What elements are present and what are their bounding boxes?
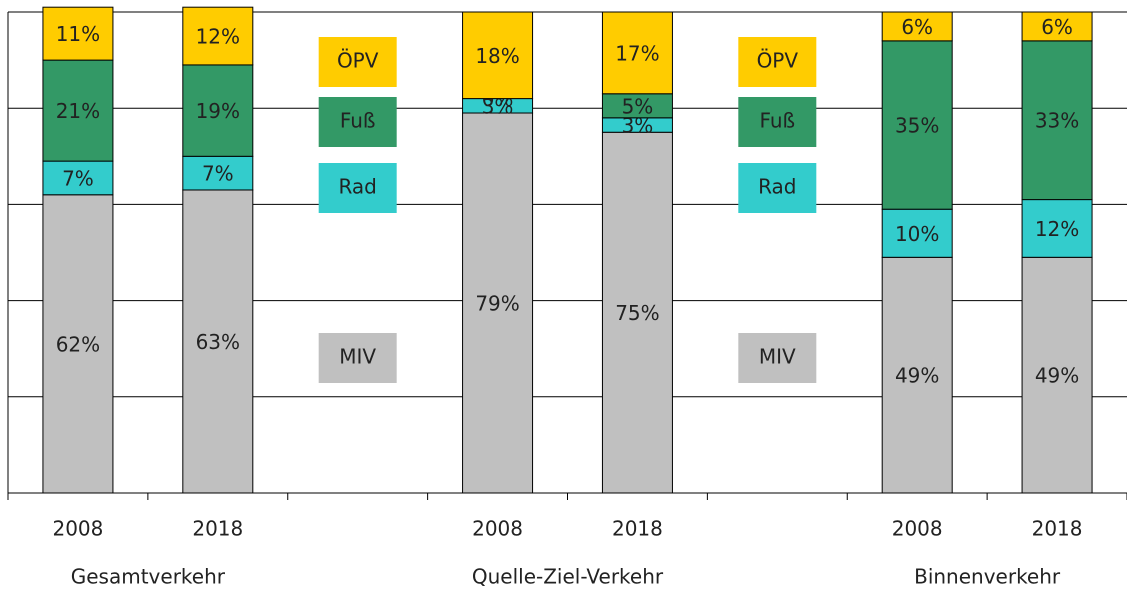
data-label: 6% (1041, 15, 1073, 39)
data-label: 6% (901, 15, 933, 39)
bar-segment (601, 11, 673, 95)
bar-segment (1021, 40, 1093, 201)
data-label: 19% (196, 99, 240, 123)
bar-segment (42, 194, 114, 494)
legend-label: Fuß (340, 109, 376, 133)
data-label: 75% (615, 301, 659, 325)
bar-segment (462, 112, 534, 494)
data-label: 10% (895, 222, 939, 246)
legend-label: MIV (759, 345, 796, 369)
legend-swatch (738, 97, 817, 147)
data-label: 12% (1035, 217, 1079, 241)
legend-label: Fuß (759, 109, 795, 133)
x-tick-label: 2018 (612, 517, 663, 541)
legend-label: MIV (339, 345, 376, 369)
bar-segment (182, 189, 254, 494)
x-tick-label: 2018 (1032, 517, 1083, 541)
legend-swatch (318, 163, 397, 213)
x-tick-label: 2018 (192, 517, 243, 541)
data-label: 49% (1035, 364, 1079, 388)
data-label: 11% (56, 22, 100, 46)
data-label: 17% (615, 41, 659, 65)
group-label: Binnenverkehr (914, 565, 1061, 589)
group-label: Gesamtverkehr (71, 565, 226, 589)
bar-segment (182, 6, 254, 66)
data-label: 12% (196, 25, 240, 49)
data-label: 63% (196, 330, 240, 354)
legend-swatch (738, 37, 817, 87)
x-tick-label: 2008 (892, 517, 943, 541)
bar-segment (881, 40, 953, 210)
legend-label: ÖPV (337, 49, 379, 73)
bar-segment (462, 11, 534, 100)
bar-segment (42, 59, 114, 162)
legend-label: ÖPV (757, 49, 799, 73)
legend-swatch (738, 333, 817, 383)
bar-segment (42, 160, 114, 196)
legend-label: Rad (758, 175, 796, 199)
data-label: 7% (62, 166, 94, 190)
data-label: 35% (895, 114, 939, 138)
group-label: Quelle-Ziel-Verkehr (472, 565, 664, 589)
data-label: 49% (895, 364, 939, 388)
bar-segment (1021, 11, 1093, 42)
data-label: 7% (202, 162, 234, 186)
legend-swatch (318, 37, 397, 87)
legend-swatch (318, 333, 397, 383)
bar-segment (881, 11, 953, 42)
bar-segment (881, 208, 953, 258)
legend-swatch (318, 97, 397, 147)
bar-segment (1021, 199, 1093, 258)
data-label: 33% (1035, 109, 1079, 133)
data-label: 18% (475, 44, 519, 68)
bar-segment (881, 256, 953, 494)
data-label: 21% (56, 99, 100, 123)
bar-segment (42, 6, 114, 61)
legend-swatch (738, 163, 817, 213)
legend-label: Rad (338, 175, 376, 199)
x-tick-label: 2008 (52, 517, 103, 541)
data-label: 5% (622, 94, 654, 118)
bar-segment (182, 155, 254, 191)
x-tick-label: 2008 (472, 517, 523, 541)
data-label: 62% (56, 332, 100, 356)
data-label: 79% (475, 292, 519, 316)
